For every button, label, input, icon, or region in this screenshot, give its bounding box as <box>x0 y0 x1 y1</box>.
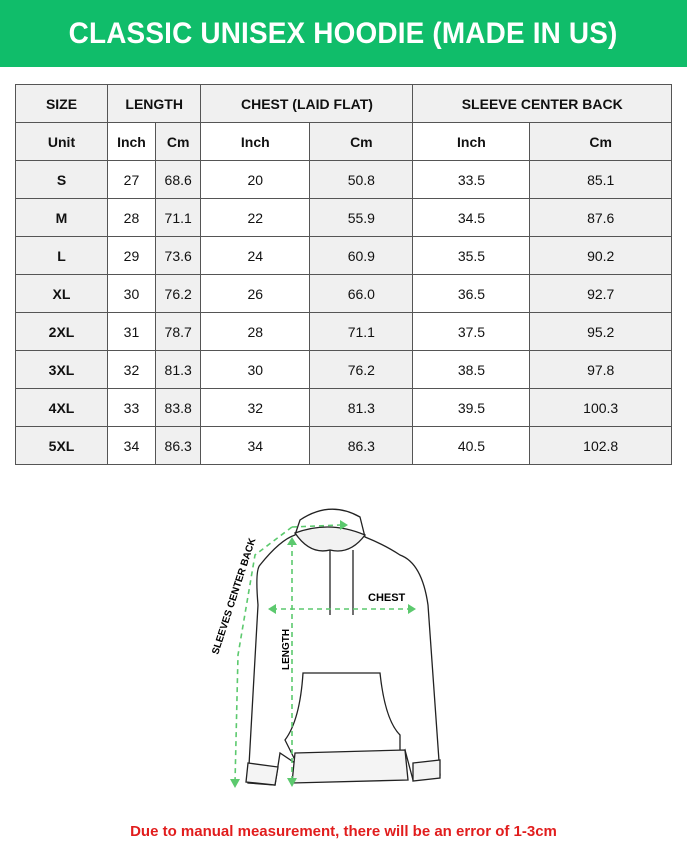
value-cell: 87.6 <box>529 198 672 237</box>
value-cell: 92.7 <box>529 274 672 313</box>
value-cell: 60.9 <box>309 236 414 275</box>
value-cell: 90.2 <box>529 236 672 275</box>
size-cell: XL <box>15 274 108 313</box>
value-cell: 22 <box>200 198 311 237</box>
table-row: XL 30 76.2 26 66.0 36.5 92.7 <box>15 274 672 313</box>
value-cell: 32 <box>200 388 311 427</box>
value-cell: 76.2 <box>309 350 414 389</box>
unit-inch: Inch <box>107 122 156 161</box>
unit-inch: Inch <box>412 122 531 161</box>
size-cell: M <box>15 198 108 237</box>
header-chest: CHEST (LAID FLAT) <box>200 84 414 123</box>
table-row: L 29 73.6 24 60.9 35.5 90.2 <box>15 236 672 275</box>
value-cell: 34 <box>107 426 156 465</box>
size-cell: L <box>15 236 108 275</box>
value-cell: 30 <box>200 350 311 389</box>
table-row: S 27 68.6 20 50.8 33.5 85.1 <box>15 160 672 199</box>
value-cell: 81.3 <box>309 388 414 427</box>
header-row: SIZE LENGTH CHEST (LAID FLAT) SLEEVE CEN… <box>15 84 672 123</box>
header-length: LENGTH <box>106 84 202 123</box>
value-cell: 34 <box>200 426 311 465</box>
value-cell: 39.5 <box>412 388 531 427</box>
value-cell: 29 <box>107 236 156 275</box>
value-cell: 68.6 <box>154 160 202 199</box>
unit-label: Unit <box>15 122 108 161</box>
title-banner: CLASSIC UNISEX HOODIE (MADE IN US) <box>0 0 687 67</box>
size-cell: 5XL <box>15 426 108 465</box>
size-cell: S <box>15 160 108 199</box>
measurement-note: Due to manual measurement, there will be… <box>130 823 557 840</box>
header-sleeve: SLEEVE CENTER BACK <box>412 84 672 123</box>
value-cell: 32 <box>107 350 156 389</box>
value-cell: 76.2 <box>154 274 202 313</box>
sleeve-label: SLEEVES CENTER BACK <box>210 536 258 656</box>
unit-inch: Inch <box>200 122 311 161</box>
value-cell: 36.5 <box>412 274 531 313</box>
size-cell: 2XL <box>15 312 108 351</box>
value-cell: 33.5 <box>412 160 531 199</box>
value-cell: 27 <box>107 160 156 199</box>
unit-cm: Cm <box>309 122 414 161</box>
value-cell: 71.1 <box>154 198 202 237</box>
value-cell: 31 <box>107 312 156 351</box>
value-cell: 73.6 <box>154 236 202 275</box>
value-cell: 28 <box>107 198 156 237</box>
value-cell: 30 <box>107 274 156 313</box>
value-cell: 102.8 <box>529 426 672 465</box>
size-cell: 3XL <box>15 350 108 389</box>
value-cell: 95.2 <box>529 312 672 351</box>
chest-label: CHEST <box>368 592 406 604</box>
value-cell: 81.3 <box>154 350 202 389</box>
value-cell: 28 <box>200 312 311 351</box>
value-cell: 83.8 <box>154 388 202 427</box>
unit-cm: Cm <box>529 122 672 161</box>
table-row: 4XL 33 83.8 32 81.3 39.5 100.3 <box>15 388 672 427</box>
value-cell: 97.8 <box>529 350 672 389</box>
value-cell: 85.1 <box>529 160 672 199</box>
size-cell: 4XL <box>15 388 108 427</box>
value-cell: 78.7 <box>154 312 202 351</box>
value-cell: 26 <box>200 274 311 313</box>
hoodie-illustration-icon: CHEST LENGTH SLEEVES CENTER BACK <box>210 508 441 788</box>
table-row: 5XL 34 86.3 34 86.3 40.5 102.8 <box>15 426 672 465</box>
value-cell: 40.5 <box>412 426 531 465</box>
table-row: 2XL 31 78.7 28 71.1 37.5 95.2 <box>15 312 672 351</box>
value-cell: 66.0 <box>309 274 414 313</box>
value-cell: 86.3 <box>154 426 202 465</box>
value-cell: 100.3 <box>529 388 672 427</box>
table-row: M 28 71.1 22 55.9 34.5 87.6 <box>15 198 672 237</box>
value-cell: 33 <box>107 388 156 427</box>
value-cell: 20 <box>200 160 311 199</box>
value-cell: 50.8 <box>309 160 414 199</box>
value-cell: 37.5 <box>412 312 531 351</box>
value-cell: 35.5 <box>412 236 531 275</box>
size-chart-table: SIZE LENGTH CHEST (LAID FLAT) SLEEVE CEN… <box>15 84 672 465</box>
value-cell: 34.5 <box>412 198 531 237</box>
value-cell: 71.1 <box>309 312 414 351</box>
header-size: SIZE <box>15 84 108 123</box>
value-cell: 86.3 <box>309 426 414 465</box>
value-cell: 38.5 <box>412 350 531 389</box>
page-title: CLASSIC UNISEX HOODIE (MADE IN US) <box>69 16 618 50</box>
length-label: LENGTH <box>281 629 292 670</box>
unit-row: Unit Inch Cm Inch Cm Inch Cm <box>15 122 672 161</box>
value-cell: 55.9 <box>309 198 414 237</box>
table-row: 3XL 32 81.3 30 76.2 38.5 97.8 <box>15 350 672 389</box>
value-cell: 24 <box>200 236 311 275</box>
unit-cm: Cm <box>154 122 202 161</box>
